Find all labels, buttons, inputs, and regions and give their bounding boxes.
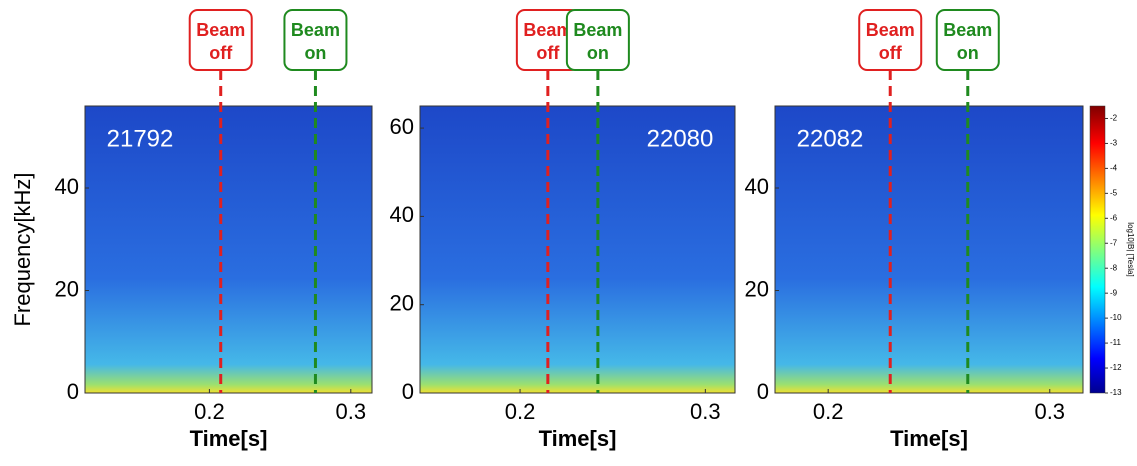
plot-frame (419, 105, 736, 394)
colorbar-tick-label: -4 (1110, 164, 1118, 173)
colorbar-tick-label: -6 (1110, 213, 1118, 222)
plot-frame (84, 105, 373, 394)
x-axis-label: Time[s] (539, 426, 617, 451)
spectrogram-image (420, 106, 735, 393)
spectrogram-image (85, 106, 372, 393)
colorbar-tick-label: -13 (1110, 388, 1122, 397)
beam-label: Beam (291, 20, 340, 40)
spectrogram-image (775, 106, 1083, 393)
beam-label: off (879, 43, 903, 63)
x-tick-label: 0.3 (1034, 399, 1065, 424)
colorbar-tick-label: -3 (1110, 139, 1118, 148)
x-axis-label: Time[s] (190, 426, 268, 451)
beam-label: on (957, 43, 979, 63)
y-tick-label: 0 (67, 379, 79, 404)
colorbar-tick-label: -12 (1110, 363, 1122, 372)
colorbar-tick-label: -7 (1110, 238, 1118, 247)
y-tick-label: 40 (55, 174, 79, 199)
y-tick-label: 60 (390, 114, 414, 139)
y-tick-label: 20 (55, 276, 79, 301)
beam-label: Beam (943, 20, 992, 40)
y-tick-label: 20 (745, 276, 769, 301)
beam-label: Beam (196, 20, 245, 40)
beam-label: Beam (523, 20, 572, 40)
y-tick-label: 0 (757, 379, 769, 404)
colorbar (1089, 105, 1106, 394)
colorbar-tick-label: -5 (1110, 188, 1118, 197)
colorbar-tick-label: -8 (1110, 263, 1118, 272)
y-tick-label: 0 (402, 379, 414, 404)
beam-label: on (304, 43, 326, 63)
beam-label-box (565, 9, 630, 71)
x-tick-label: 0.3 (690, 399, 721, 424)
colorbar-tick-label: -10 (1110, 313, 1122, 322)
beam-label-box (188, 9, 253, 71)
colorbar-tick-label: -9 (1110, 288, 1118, 297)
beam-label: off (209, 43, 233, 63)
x-tick-label: 0.2 (505, 399, 536, 424)
colorbar-label: log10|B| [Tesla] (1126, 222, 1135, 276)
plot-frame (774, 105, 1084, 394)
x-axis-label: Time[s] (890, 426, 968, 451)
x-tick-label: 0.2 (194, 399, 225, 424)
y-tick-label: 40 (745, 174, 769, 199)
beam-label: off (536, 43, 560, 63)
y-tick-label: 20 (390, 291, 414, 316)
beam-label: Beam (573, 20, 622, 40)
colorbar-tick-label: -2 (1110, 114, 1118, 123)
colorbar-tick-label: -11 (1110, 338, 1122, 347)
x-tick-label: 0.2 (813, 399, 844, 424)
beam-label: Beam (866, 20, 915, 40)
shot-number: 21792 (107, 125, 174, 152)
x-tick-label: 0.3 (335, 399, 366, 424)
y-axis-label: Frequency[kHz] (10, 172, 35, 326)
y-tick-label: 40 (390, 202, 414, 227)
shot-number: 22080 (647, 125, 714, 152)
shot-number: 22082 (797, 125, 864, 152)
beam-label: on (587, 43, 609, 63)
beam-label-box (935, 9, 1000, 71)
beam-label-box (283, 9, 348, 71)
beam-label-box (858, 9, 923, 71)
